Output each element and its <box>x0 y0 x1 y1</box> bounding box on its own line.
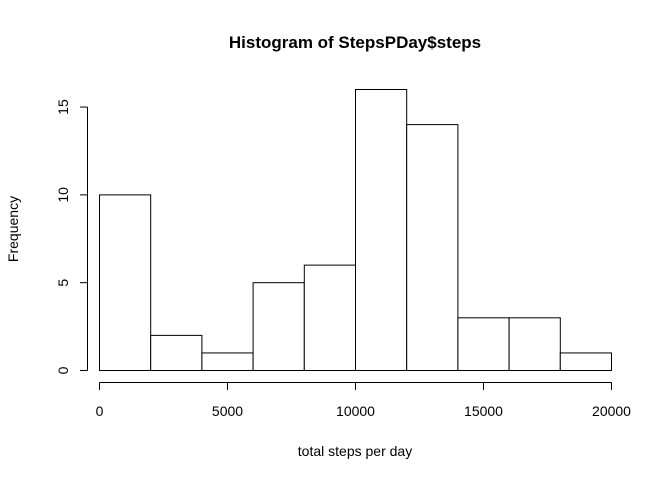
histogram-bar-4 <box>303 264 356 371</box>
y-tick-label-0: 0 <box>55 366 71 374</box>
x-tick-label-2: 10000 <box>336 403 375 419</box>
histogram-bar-7 <box>457 317 510 371</box>
histogram-bar-6 <box>406 124 459 371</box>
y-tick-label-3: 15 <box>55 99 71 115</box>
bars-group <box>99 89 612 371</box>
histogram-bar-9 <box>559 352 612 371</box>
x-tick-label-1: 5000 <box>212 403 243 419</box>
x-tick-label-4: 20000 <box>592 403 631 419</box>
histogram-bar-1 <box>150 334 203 371</box>
x-tick-label-3: 15000 <box>464 403 503 419</box>
y-tick-label-1: 5 <box>55 279 71 287</box>
chart-title: Histogram of StepsPDay$steps <box>229 33 481 52</box>
x-axis-label: total steps per day <box>298 443 412 459</box>
histogram-bar-5 <box>355 89 408 371</box>
y-axis: 0 5 10 15 <box>55 99 88 374</box>
histogram-bar-0 <box>99 194 152 371</box>
y-tick-label-2: 10 <box>55 187 71 203</box>
x-tick-label-0: 0 <box>96 403 104 419</box>
histogram-bar-3 <box>252 282 305 371</box>
histogram-bar-8 <box>508 317 561 371</box>
histogram-bar-2 <box>201 352 254 371</box>
y-axis-label: Frequency <box>5 196 21 262</box>
x-axis: 0 5000 10000 15000 20000 <box>96 382 631 419</box>
